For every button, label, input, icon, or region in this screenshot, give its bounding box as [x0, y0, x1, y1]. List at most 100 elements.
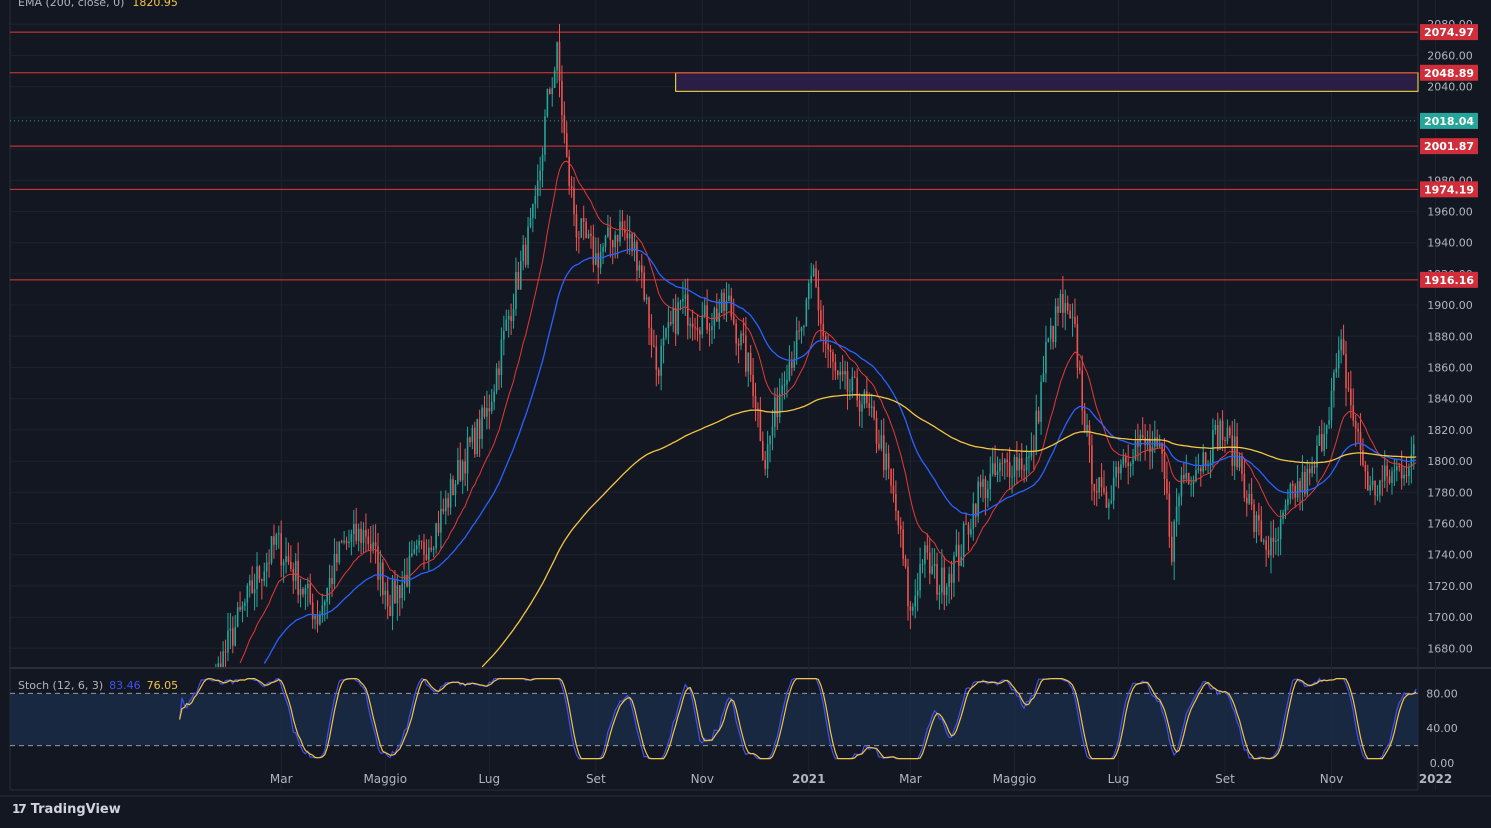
stoch-legend[interactable]: Stoch (12, 6, 3) 83.46 76.05	[18, 679, 178, 692]
candle-body	[694, 327, 696, 329]
candle-body	[587, 233, 590, 239]
candle-body	[609, 227, 612, 241]
candle-body	[323, 601, 326, 606]
candle-body	[449, 479, 452, 508]
candle-body	[1091, 445, 1093, 485]
candle-body	[754, 396, 757, 409]
candle-body	[977, 481, 979, 517]
candle-body	[582, 218, 585, 222]
brand-name: TradingView	[30, 802, 121, 817]
candle-body	[227, 630, 229, 653]
candle-body	[766, 444, 769, 469]
candle-body	[1357, 428, 1359, 432]
candle-body	[737, 343, 740, 346]
candle-body	[1083, 410, 1086, 433]
candle-body	[974, 503, 977, 517]
candle-body	[691, 323, 694, 328]
candle-body	[1333, 372, 1335, 391]
candle-body	[1183, 475, 1185, 479]
time-tick-label: Set	[1215, 772, 1235, 786]
candle-body	[1154, 437, 1156, 447]
resistance-zone[interactable]	[675, 72, 1419, 92]
candle-body	[1052, 325, 1054, 343]
candle-body	[1081, 370, 1084, 411]
candle-body	[745, 335, 747, 372]
candle-body	[590, 233, 592, 237]
candle-body	[1376, 494, 1379, 496]
candle-body	[677, 302, 679, 334]
candle-body	[812, 268, 815, 277]
candle-body	[350, 534, 353, 543]
candle-body	[270, 536, 273, 563]
candle-body	[866, 391, 868, 404]
candle-body	[486, 408, 488, 417]
candle-body	[730, 295, 733, 317]
price-tick-label: 1900.00	[1427, 299, 1473, 312]
candle-body	[752, 374, 754, 397]
candle-body	[575, 214, 578, 238]
candle-body	[1328, 420, 1330, 425]
candle-body	[493, 391, 495, 402]
candle-body	[1275, 540, 1277, 542]
ema-legend[interactable]: EMA (200, close, 0) 1820.95	[18, 0, 178, 9]
candle-body	[336, 553, 338, 563]
candle-body	[553, 70, 556, 88]
candle-body	[1294, 485, 1296, 498]
candle-body	[353, 523, 355, 535]
candle-body	[1079, 367, 1081, 371]
candle-body	[926, 545, 929, 553]
candle-body	[1141, 434, 1144, 438]
candle-body	[599, 252, 602, 268]
candle-body	[1124, 456, 1127, 463]
candle-body	[626, 232, 629, 239]
candle-body	[1103, 487, 1105, 493]
candle-body	[1132, 459, 1134, 464]
candle-body	[1279, 518, 1282, 540]
candle-body	[1093, 484, 1096, 492]
candle-body	[219, 663, 222, 667]
candle-body	[1379, 480, 1381, 495]
candle-body	[1020, 458, 1023, 470]
candle-body	[633, 241, 636, 252]
candle-body	[786, 379, 788, 385]
candle-body	[546, 89, 549, 117]
candle-body	[539, 170, 541, 181]
candle-body	[1359, 431, 1362, 451]
candle-body	[807, 282, 810, 300]
price-tick-label: 2060.00	[1427, 49, 1473, 62]
horizontal-levels[interactable]	[10, 31, 1418, 281]
candle-body	[248, 580, 251, 586]
candle-body	[1342, 339, 1345, 355]
candle-body	[696, 327, 699, 331]
candle-body	[706, 305, 708, 330]
candle-body	[512, 309, 515, 322]
candle-body	[282, 562, 285, 566]
candle-body	[749, 352, 752, 375]
candle-body	[229, 628, 232, 631]
price-tick-label: 1700.00	[1427, 611, 1473, 624]
candle-body	[611, 240, 614, 248]
candle-body	[919, 564, 921, 591]
time-tick-label: Set	[586, 772, 606, 786]
candle-body	[682, 298, 684, 302]
candle-body	[355, 523, 358, 542]
candle-body	[1190, 483, 1192, 485]
candle-body	[759, 410, 762, 442]
candle-body	[401, 583, 403, 599]
candle-body	[1040, 381, 1042, 422]
candle-body	[1095, 491, 1098, 493]
candle-body	[1412, 444, 1415, 455]
candle-body	[1045, 341, 1047, 374]
candle-body	[856, 377, 858, 401]
candle-body	[556, 42, 558, 71]
candle-body	[672, 308, 675, 324]
candle-body	[1291, 483, 1294, 486]
tradingview-brand[interactable]: 17 TradingView	[12, 802, 121, 817]
candle-body	[667, 322, 670, 329]
candle-body	[602, 246, 604, 253]
candle-body	[256, 566, 258, 590]
candle-body	[224, 651, 227, 653]
candle-body	[328, 578, 331, 588]
time-axis[interactable]: Mar Maggio Lug Set Nov 2021 Mar Maggio Lug Set Nov…	[270, 772, 1491, 786]
